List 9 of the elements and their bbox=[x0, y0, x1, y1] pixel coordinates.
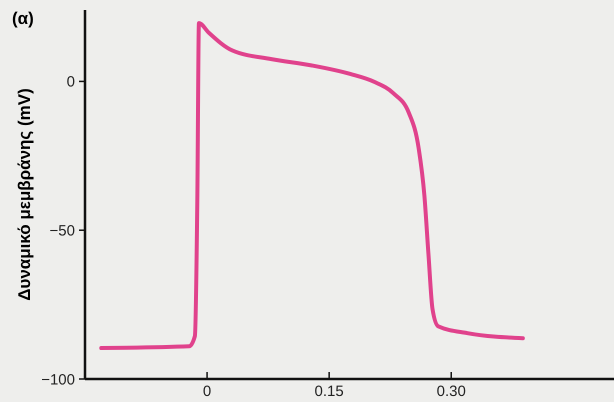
x-tick-label: 0 bbox=[202, 383, 212, 400]
y-tick-label: 0 bbox=[66, 74, 75, 91]
chart-title: (α) bbox=[12, 9, 34, 28]
y-tick-label: −100 bbox=[41, 371, 75, 388]
x-tick-label: 0.30 bbox=[436, 383, 466, 400]
line-series bbox=[99, 21, 525, 350]
y-tick-label: −50 bbox=[50, 222, 75, 240]
y-axis-title: Δυναμικό μεμβράνης (mV) bbox=[15, 88, 34, 301]
x-tick-label: 0.15 bbox=[314, 383, 344, 400]
